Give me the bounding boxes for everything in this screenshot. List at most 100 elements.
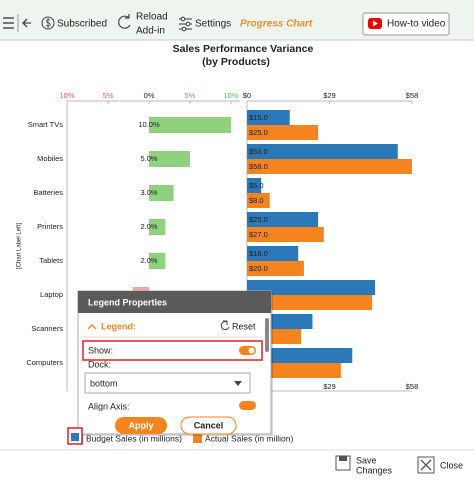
value-label: $27.0 (249, 230, 268, 239)
bar (247, 280, 376, 295)
x-tick-label: $0 (243, 91, 251, 100)
popup (77, 290, 272, 435)
save-changes[interactable]: Save (356, 455, 377, 465)
value-label: $18.0 (249, 249, 268, 258)
variance-bar (149, 253, 166, 269)
bar (247, 261, 304, 276)
bar (247, 348, 353, 363)
align-toggle[interactable] (239, 401, 256, 410)
section-title[interactable]: Legend: (101, 321, 136, 331)
apply[interactable]: Apply (128, 420, 153, 430)
category-label: Tablets (39, 256, 63, 265)
save-changes[interactable]: Changes (356, 465, 393, 475)
reload[interactable]: Reload (136, 12, 168, 23)
value-label: $15.0 (249, 113, 268, 122)
bar (247, 227, 324, 242)
chart-subtitle: (by Products) (202, 56, 270, 68)
bar (247, 295, 373, 310)
bar (247, 125, 319, 140)
progress-chart[interactable]: Progress Chart (240, 19, 313, 30)
bar (247, 212, 319, 227)
dollar-icon (45, 18, 51, 28)
x-tick-label: 0% (144, 91, 155, 100)
popup-title: Legend Properties (88, 297, 167, 307)
bar (247, 159, 412, 174)
category-label: Computers (26, 358, 63, 367)
variance-bar (149, 117, 231, 133)
settings-icon (179, 16, 192, 32)
bar (247, 193, 270, 208)
category-label: Batteries (33, 188, 63, 197)
cancel-button[interactable] (180, 416, 237, 435)
y-axis-label: [Chart Label Left] (17, 223, 23, 269)
variance-label: 2.0% (140, 222, 157, 231)
close[interactable]: Close (440, 460, 463, 470)
popup-footer (79, 411, 270, 433)
close-x (420, 459, 432, 471)
reload[interactable]: Add-in (136, 26, 165, 37)
category-label: Mobiles (37, 154, 63, 163)
align-axis-label: Align Axis: (88, 401, 130, 411)
subscribed-icon (41, 16, 55, 30)
legend-label: Budget Sales (in millions) (86, 433, 182, 443)
menu-icon[interactable] (3, 17, 14, 29)
subscribed[interactable]: Subscribed (57, 19, 107, 30)
x-tick-label: 10% (223, 91, 238, 100)
bar (247, 246, 299, 261)
value-label: $58.0 (249, 162, 268, 171)
dock-select[interactable] (84, 372, 251, 394)
x-tick-label: $29 (323, 382, 336, 391)
how-to-button[interactable] (362, 12, 450, 36)
variance-label: 2.0% (140, 256, 157, 265)
value-label: $5.0 (249, 181, 264, 190)
toggle-knob (248, 347, 255, 354)
category-label: Laptop (40, 290, 63, 299)
value-label: $53.0 (249, 147, 268, 156)
collapse-icon[interactable] (87, 324, 97, 330)
cancel[interactable]: Cancel (194, 420, 224, 430)
dropdown-arrow (234, 381, 242, 386)
bar (247, 110, 290, 125)
value-label: $25.0 (249, 215, 268, 224)
popup-header (78, 291, 271, 313)
x-tick-label: $58 (406, 382, 419, 391)
show-label: Show: (88, 345, 113, 355)
x-tick-label: 10% (59, 91, 74, 100)
save-icon-detail (339, 456, 347, 461)
chart-title: Sales Performance Variance (173, 43, 314, 55)
highlight (82, 340, 263, 361)
reset-icon (220, 320, 230, 331)
dock-value: bottom (90, 378, 118, 388)
apply-button[interactable] (115, 417, 167, 434)
variance-bar (149, 219, 166, 235)
legend-label: Actual Sales (in million) (205, 433, 294, 443)
x-tick-label: 5% (103, 91, 114, 100)
settings[interactable]: Settings (195, 19, 231, 30)
value-label: $20.0 (249, 264, 268, 273)
variance-bar (149, 151, 190, 167)
bar (247, 144, 398, 159)
how-to-video[interactable]: How-to video (387, 19, 446, 30)
variance-bar (149, 185, 174, 201)
variance-label: 10.0% (138, 120, 160, 129)
variance-label: 5.0% (140, 154, 157, 163)
back-icon[interactable] (22, 18, 31, 28)
category-label: Smart TVs (28, 120, 64, 129)
reset[interactable]: Reset (232, 321, 256, 331)
category-label: Printers (37, 222, 63, 231)
play-icon (373, 20, 378, 27)
legend-swatch (193, 434, 202, 443)
category-label: Scanners (31, 324, 63, 333)
x-tick-label: $58 (406, 91, 419, 100)
x-tick-label: $29 (323, 91, 336, 100)
bar (247, 178, 262, 193)
variance-label: 3.0% (140, 188, 157, 197)
value-label: $25.0 (249, 128, 268, 137)
value-label: $8.0 (249, 196, 264, 205)
dock-label: Dock: (88, 359, 111, 369)
x-tick-label: 5% (185, 91, 196, 100)
scrollbar[interactable] (265, 318, 269, 352)
